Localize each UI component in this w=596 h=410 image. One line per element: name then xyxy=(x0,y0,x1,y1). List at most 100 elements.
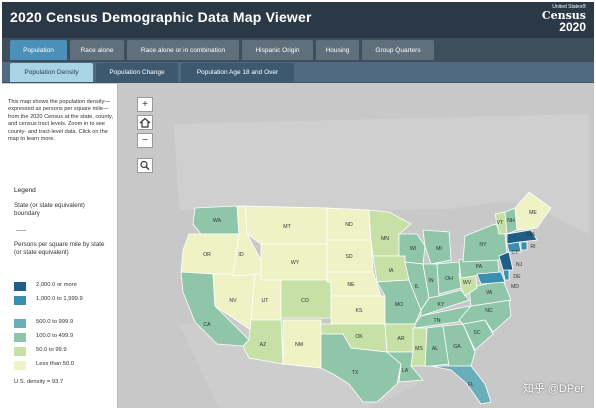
main-tabs: Population Race alone Race alone or in c… xyxy=(2,38,594,62)
logo-year-text: 2020 xyxy=(559,20,586,34)
header-bar: 2020 Census Demographic Data Map Viewer … xyxy=(2,2,594,38)
state-label: TX xyxy=(352,370,359,376)
tab-population-density[interactable]: Population Density xyxy=(10,63,93,82)
state-az xyxy=(242,319,284,365)
state-label: OR xyxy=(203,252,211,258)
state-label: IL xyxy=(415,284,419,290)
legend-item-label: Less than 50.0 xyxy=(36,361,75,367)
legend-swatch xyxy=(14,361,26,370)
state-label: NJ xyxy=(516,262,523,268)
legend-item-label: 1,000.0 to 1,999.9 xyxy=(36,296,83,302)
state-label: CT xyxy=(512,250,520,256)
state-label: CA xyxy=(203,322,211,328)
us-density-text: U.S. density = 93.7 xyxy=(14,379,64,385)
state-fl xyxy=(430,365,492,405)
state-ri xyxy=(520,241,528,251)
page-title: 2020 Census Demographic Data Map Viewer xyxy=(10,9,312,25)
state-label: KY xyxy=(438,302,445,308)
legend-item-label: 500.0 to 999.9 xyxy=(36,319,74,325)
state-me xyxy=(514,191,552,231)
state-label: NM xyxy=(295,342,303,348)
state-label: LA xyxy=(402,368,409,374)
legend-swatch xyxy=(14,333,26,342)
state-label: AL xyxy=(432,346,438,352)
boundary-line-swatch xyxy=(16,230,26,231)
state-label: OK xyxy=(355,334,363,340)
state-label: NE xyxy=(347,282,355,288)
search-button[interactable] xyxy=(137,158,153,173)
tab-housing[interactable]: Housing xyxy=(316,40,359,60)
state-label: ME xyxy=(529,210,537,216)
state-label: MD xyxy=(511,284,519,290)
state-label: KS xyxy=(356,308,363,314)
state-label: RI xyxy=(530,244,535,250)
state-nc xyxy=(458,299,512,333)
side-panel: This map shows the population density—ex… xyxy=(2,84,118,408)
zoom-out-button[interactable]: − xyxy=(137,133,153,148)
legend-item: 500.0 to 999.9 xyxy=(14,319,96,328)
state-ma xyxy=(506,229,538,245)
state-label: MN xyxy=(381,236,389,242)
state-label: NC xyxy=(485,308,493,314)
legend-item: 1,000.0 to 1,999.9 xyxy=(14,296,96,305)
state-label: AR xyxy=(397,336,404,342)
state-al xyxy=(424,325,450,367)
state-label: VA xyxy=(486,290,493,296)
legend-item-label: 2,000.0 or more xyxy=(36,282,77,288)
intro-text: This map shows the population density—ex… xyxy=(8,99,113,143)
state-label: ID xyxy=(238,252,243,258)
home-button[interactable] xyxy=(137,115,153,130)
state-label: WI xyxy=(410,246,416,252)
logo-small-text: United States® xyxy=(552,4,586,10)
tab-population-age-18-and-over[interactable]: Population Age 18 and Over xyxy=(181,63,294,82)
state-label: AZ xyxy=(260,342,267,348)
census-logo: United States® Census 2020 xyxy=(528,5,586,35)
legend-swatch xyxy=(14,282,26,291)
state-label: IA xyxy=(389,268,394,274)
state-nj xyxy=(498,251,514,271)
state-label: DE xyxy=(513,274,521,280)
state-label: MT xyxy=(283,224,291,230)
state-label: CO xyxy=(301,298,309,304)
us-density-map[interactable]: WA OR ID MT WY NV UT CO CA AZ NM ND SD N… xyxy=(119,84,594,408)
map-area[interactable]: WA OR ID MT WY NV UT CO CA AZ NM ND SD N… xyxy=(119,84,594,408)
state-ga xyxy=(442,323,476,367)
zoom-in-button[interactable]: + xyxy=(137,97,153,112)
boundary-legend-label: State (or state equivalent) boundary xyxy=(14,202,85,217)
state-label: WY xyxy=(291,260,300,266)
legend-item: 100.0 to 499.9 xyxy=(14,333,96,342)
state-ms xyxy=(410,327,428,367)
tab-population[interactable]: Population xyxy=(10,40,67,60)
state-label: PA xyxy=(476,264,483,270)
watermark: 知乎 @DPer xyxy=(522,383,584,395)
state-label: OH xyxy=(445,276,453,282)
state-mi xyxy=(422,229,452,265)
state-md xyxy=(476,271,506,285)
state-label: NV xyxy=(229,298,237,304)
state-label: GA xyxy=(453,344,461,350)
tab-hispanic-origin[interactable]: Hispanic Origin xyxy=(242,40,313,60)
search-icon xyxy=(140,160,150,171)
state-label: VT xyxy=(497,220,504,226)
state-label: UT xyxy=(262,298,270,304)
state-label: WV xyxy=(463,280,472,286)
tab-population-change[interactable]: Population Change xyxy=(96,63,178,82)
legend-swatch xyxy=(14,296,26,305)
state-label: ND xyxy=(345,222,353,228)
legend-swatch xyxy=(14,347,26,356)
state-label: TN xyxy=(434,318,441,324)
state-label: MS xyxy=(415,346,423,352)
tab-group-quarters[interactable]: Group Quarters xyxy=(362,40,434,60)
sub-tabs: Population Density Population Change Pop… xyxy=(2,62,594,83)
state-label: FL xyxy=(468,382,474,388)
tab-race-alone-or-in-combination[interactable]: Race alone or in combination xyxy=(127,40,239,60)
legend-title: Legend xyxy=(14,187,36,194)
state-label: IN xyxy=(428,278,433,284)
home-icon xyxy=(139,117,151,128)
state-ut xyxy=(250,273,282,321)
canada-region xyxy=(174,114,589,234)
state-label: MI xyxy=(436,246,442,252)
state-label: NY xyxy=(479,242,487,248)
tab-race-alone[interactable]: Race alone xyxy=(70,40,124,60)
